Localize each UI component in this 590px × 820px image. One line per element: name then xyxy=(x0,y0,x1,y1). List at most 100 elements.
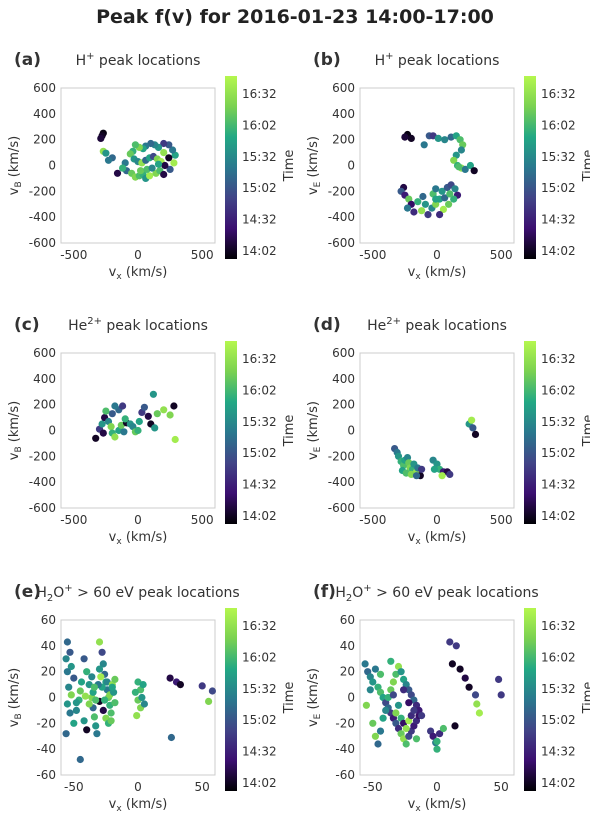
data-point xyxy=(140,403,148,411)
data-point xyxy=(161,161,169,170)
data-point xyxy=(107,717,115,725)
data-point xyxy=(101,696,109,704)
data-point xyxy=(451,185,459,193)
data-point xyxy=(414,198,422,206)
data-point xyxy=(439,724,447,733)
data-point xyxy=(497,691,505,699)
y-tick-label: -400 xyxy=(328,210,355,224)
colorbar-label: Time xyxy=(581,150,590,183)
data-point xyxy=(198,682,206,690)
data-point xyxy=(468,416,476,424)
colorbar-tick-label: 16:02 xyxy=(541,650,576,664)
data-point xyxy=(433,737,441,746)
data-point xyxy=(66,648,74,656)
data-point xyxy=(140,700,148,708)
data-point xyxy=(402,724,410,733)
data-point xyxy=(382,706,390,715)
y-tick-label: -600 xyxy=(328,501,355,515)
data-point xyxy=(154,160,163,168)
data-point xyxy=(65,683,73,691)
colorbar-label: Time xyxy=(282,682,297,715)
data-point xyxy=(465,683,473,691)
x-tick-label: -50 xyxy=(363,780,383,794)
data-point xyxy=(146,172,154,180)
data-point xyxy=(121,415,129,423)
data-point xyxy=(151,424,159,432)
colorbar-tick-label: 14:32 xyxy=(541,213,576,227)
data-point xyxy=(471,430,480,438)
y-tick-label: 20 xyxy=(41,665,56,679)
panel-label: (a) xyxy=(14,50,41,70)
colorbar-tick-label: 16:02 xyxy=(242,650,277,664)
data-point xyxy=(72,706,80,715)
data-point xyxy=(475,709,483,717)
data-point xyxy=(98,648,106,656)
data-point xyxy=(144,412,152,420)
y-tick-label: 40 xyxy=(340,639,355,653)
data-point xyxy=(405,699,413,707)
colorbar-tick-label: 15:32 xyxy=(242,415,277,429)
data-point xyxy=(108,410,116,418)
data-point xyxy=(134,426,142,435)
data-point xyxy=(170,159,178,167)
colorbar-tick-label: 14:02 xyxy=(242,509,277,523)
data-point xyxy=(469,424,477,432)
panel-b: (b) H+ peak locations 600 400 200 0 -200 -400 -6… xyxy=(306,50,590,282)
panel-title: H2O+ > 60 eV peak locations xyxy=(36,583,239,604)
data-point xyxy=(92,696,100,704)
data-point xyxy=(412,472,421,480)
data-point xyxy=(167,733,175,742)
x-tick-label: 500 xyxy=(490,248,513,262)
data-point xyxy=(421,200,429,208)
data-point xyxy=(137,167,145,175)
data-point xyxy=(466,161,474,170)
data-point xyxy=(102,407,110,415)
data-point xyxy=(451,722,459,730)
data-point xyxy=(361,660,369,668)
data-point xyxy=(88,673,96,681)
y-tick-label: -60 xyxy=(36,768,56,782)
colorbar-tick-label: 16:32 xyxy=(541,352,576,366)
data-point xyxy=(419,192,427,201)
data-point xyxy=(438,187,446,195)
data-point xyxy=(418,712,426,720)
data-point xyxy=(470,167,478,175)
data-point xyxy=(441,194,449,202)
colorbar-tick-label: 16:32 xyxy=(541,87,576,101)
plot-frame xyxy=(359,87,515,244)
data-point xyxy=(160,139,168,148)
data-point xyxy=(394,701,403,709)
panel-label: (d) xyxy=(313,315,341,335)
y-tick-label: -200 xyxy=(328,449,355,463)
data-point xyxy=(97,673,105,681)
panel-e: (e)H2O+ > 60 eV peak locations 60 40 20 0 -20… xyxy=(7,582,297,814)
x-tick-label: -500 xyxy=(359,513,386,527)
colorbar-tick-label: 14:32 xyxy=(242,478,277,492)
data-point xyxy=(450,156,458,164)
y-tick-label: 200 xyxy=(33,398,56,412)
panel-title: He2+ peak locations xyxy=(68,316,208,334)
colorbar-tick-label: 16:02 xyxy=(541,383,576,397)
data-point xyxy=(441,136,449,144)
y-tick-label: 60 xyxy=(41,613,56,627)
colorbar xyxy=(524,341,536,524)
data-point xyxy=(392,709,400,717)
data-point xyxy=(366,686,374,694)
data-point xyxy=(424,211,432,219)
y-tick-label: -20 xyxy=(36,716,56,730)
data-point xyxy=(400,686,408,694)
y-tick-label: -200 xyxy=(328,184,355,198)
y-tick-label: 600 xyxy=(332,346,355,360)
colorbar-tick-label: 14:02 xyxy=(541,776,576,790)
colorbar-tick-label: 14:02 xyxy=(541,244,576,258)
data-point xyxy=(77,678,86,686)
panel-d: (d) He2+ peak locations 600 400 200 0 -200 -400… xyxy=(306,315,590,547)
data-point xyxy=(95,638,104,646)
colorbar-tick-label: 15:02 xyxy=(242,713,277,727)
colorbar-tick-label: 14:32 xyxy=(541,478,576,492)
data-point xyxy=(430,465,438,473)
data-point xyxy=(448,660,456,668)
colorbar-tick-label: 16:32 xyxy=(242,87,277,101)
y-axis-label: vB (km/s) xyxy=(7,136,24,196)
